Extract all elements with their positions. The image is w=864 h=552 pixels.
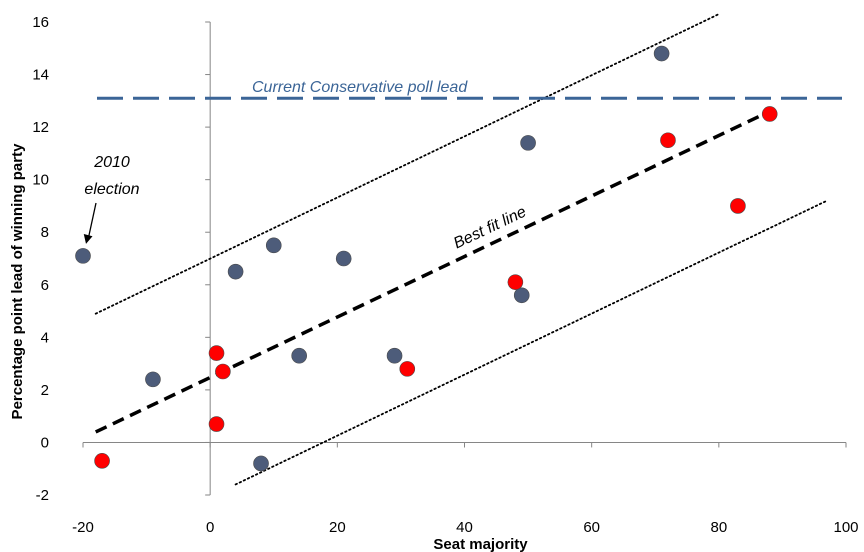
y-tick-labels: -2 0 2 4 6 8 10 12 14 16 — [32, 14, 49, 504]
election-2010-arrow — [87, 202, 97, 241]
y-tick-marks — [205, 21, 211, 496]
annotation-labels: Current Conservative poll lead Best fit … — [83, 79, 529, 252]
red-data-point — [215, 363, 231, 380]
x-tick-label: -20 — [72, 519, 94, 536]
y-axis-title: Percentage point lead of winning party — [9, 143, 26, 420]
election-2010-label-line2: election — [84, 181, 139, 198]
blue-data-point — [653, 45, 670, 62]
x-tick-label: 100 — [833, 519, 858, 536]
x-tick-label: 80 — [710, 519, 727, 536]
election-2010-arrowhead — [83, 234, 93, 244]
best-fit-label: Best fit line — [451, 203, 529, 252]
x-tick-label: 20 — [329, 519, 346, 536]
data-points — [75, 45, 778, 472]
red-data-point — [208, 345, 225, 361]
red-data-point — [399, 361, 416, 377]
blue-data-point — [335, 250, 352, 267]
red-data-point — [507, 274, 524, 290]
y-tick-label: 14 — [32, 67, 49, 84]
x-tick-label: 0 — [206, 519, 214, 536]
red-data-point — [94, 453, 110, 469]
y-tick-label: 12 — [32, 119, 49, 136]
y-tick-label: -2 — [36, 487, 49, 504]
lower-band-line — [234, 199, 828, 486]
best-fit-line — [94, 109, 771, 434]
blue-data-point — [386, 347, 403, 364]
x-tick-labels: -20 0 20 40 60 80 100 — [72, 519, 858, 536]
upper-band-line — [94, 13, 720, 315]
x-axis-title: Seat majority — [433, 536, 528, 552]
red-data-point — [660, 132, 676, 149]
blue-data-point — [227, 263, 244, 280]
x-tick-label: 60 — [583, 519, 600, 536]
blue-data-point — [75, 248, 91, 264]
election-2010-label-line1: 2010 — [93, 154, 130, 171]
poll-lead-label: Current Conservative poll lead — [252, 79, 468, 96]
blue-data-point — [253, 455, 269, 472]
red-data-point — [761, 106, 778, 122]
y-tick-label: 16 — [32, 14, 49, 31]
y-tick-label: 4 — [41, 329, 49, 346]
y-tick-label: 0 — [41, 434, 49, 451]
y-tick-label: 10 — [32, 172, 49, 189]
blue-data-point — [513, 287, 530, 304]
y-tick-label: 6 — [41, 277, 49, 294]
blue-data-point — [520, 135, 536, 151]
blue-data-point — [145, 371, 161, 388]
x-tick-label: 40 — [456, 519, 473, 536]
y-tick-label: 2 — [41, 382, 49, 399]
reference-lines — [94, 13, 842, 486]
blue-data-point — [291, 347, 307, 364]
red-data-point — [730, 198, 746, 214]
blue-data-point — [265, 237, 282, 254]
x-tick-marks — [82, 442, 847, 448]
y-tick-label: 8 — [41, 224, 49, 241]
red-data-point — [208, 416, 225, 432]
